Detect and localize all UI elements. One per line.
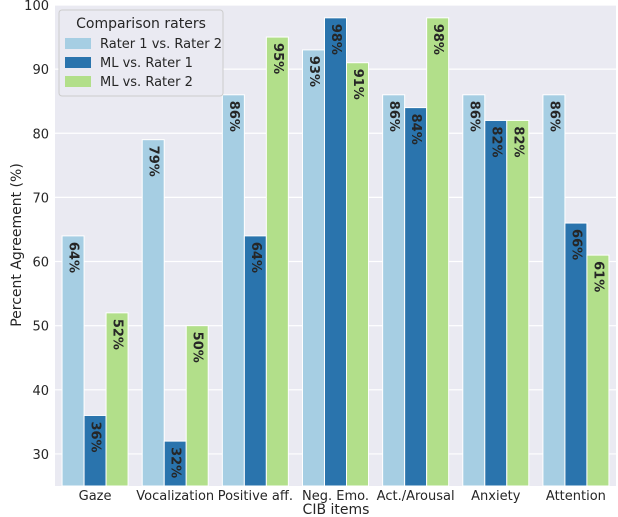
x-axis-title: CIB items (303, 502, 370, 517)
bar (324, 17, 347, 487)
y-tick-label: 40 (32, 384, 49, 399)
bar (564, 222, 588, 487)
bar-label: 98% (430, 24, 445, 55)
bar-label: 86% (546, 101, 561, 132)
bar (185, 325, 209, 487)
bar-label: 82% (510, 126, 525, 157)
y-tick-label: 50 (32, 320, 49, 335)
legend-swatch-2 (65, 76, 91, 87)
bar-label: 61% (590, 261, 605, 292)
bar (302, 49, 325, 487)
bar-label: 79% (146, 146, 161, 177)
legend-title: Comparison raters (76, 16, 206, 32)
y-tick-label: 30 (32, 448, 49, 463)
y-tick-labels: 30 40 50 60 70 80 90 100 (24, 0, 49, 463)
x-tick-label: Neg. Emo. (302, 489, 369, 504)
x-tick-label: Anxiety (471, 489, 521, 504)
legend-swatch-1 (65, 57, 91, 68)
bar-label: 36% (88, 421, 103, 452)
bar (506, 119, 530, 487)
bar-label: 86% (466, 101, 481, 132)
y-tick-label: 80 (32, 127, 49, 142)
y-tick-label: 90 (32, 63, 49, 78)
x-tick-labels: Gaze Vocalization Positive aff. Neg. Emo. Ac… (79, 489, 606, 504)
bar (382, 94, 406, 487)
bar-label: 91% (350, 69, 365, 100)
x-tick-label: Attention (546, 489, 606, 504)
legend: Comparison raters Rater 1 vs. Rater 2 ML… (58, 9, 224, 97)
y-axis-title: Percent Agreement (%) (9, 163, 25, 327)
bar-label: 82% (488, 126, 503, 157)
legend-label-1: ML vs. Rater 1 (100, 56, 193, 71)
bar (346, 62, 369, 487)
bar-label: 98% (328, 24, 343, 55)
y-tick-label: 70 (32, 191, 49, 206)
bar (105, 312, 129, 487)
bar-label: 66% (568, 229, 583, 260)
bar-label: 64% (248, 242, 263, 273)
bar-labels: 64% 36% 52% 79% 32% 50% 86% 64% 95% 93% 98% 91% 86% 8… (66, 24, 606, 478)
bar-label: 86% (226, 101, 241, 132)
bar (243, 235, 267, 487)
y-tick-label: 60 (32, 256, 49, 271)
bar (462, 94, 486, 487)
legend-box (58, 9, 224, 97)
legend-swatch-0 (65, 38, 91, 49)
bar-label: 84% (408, 114, 423, 145)
x-tick-label: Vocalization (136, 489, 214, 504)
bar (542, 94, 566, 487)
bar-label: 95% (270, 43, 285, 74)
x-tick-label: Positive aff. (218, 489, 293, 504)
bar-label: 52% (110, 319, 125, 350)
bar-label: 93% (306, 56, 321, 87)
bar (141, 139, 165, 487)
bar-label: 86% (386, 101, 401, 132)
bar (484, 119, 508, 487)
bar (265, 36, 289, 487)
bar (586, 254, 610, 487)
legend-label-2: ML vs. Rater 2 (100, 75, 193, 90)
x-tick-label: Gaze (79, 489, 112, 504)
bar-label: 64% (66, 242, 81, 273)
bar (61, 235, 85, 487)
bar (221, 94, 245, 487)
legend-label-0: Rater 1 vs. Rater 2 (100, 37, 222, 52)
bar-label: 32% (168, 447, 183, 478)
x-tick-label: Act./Arousal (377, 489, 455, 504)
bar (404, 107, 428, 487)
y-tick-label: 100 (24, 0, 49, 14)
bars (61, 17, 610, 487)
bar (426, 17, 450, 487)
bar-label: 50% (190, 332, 205, 363)
